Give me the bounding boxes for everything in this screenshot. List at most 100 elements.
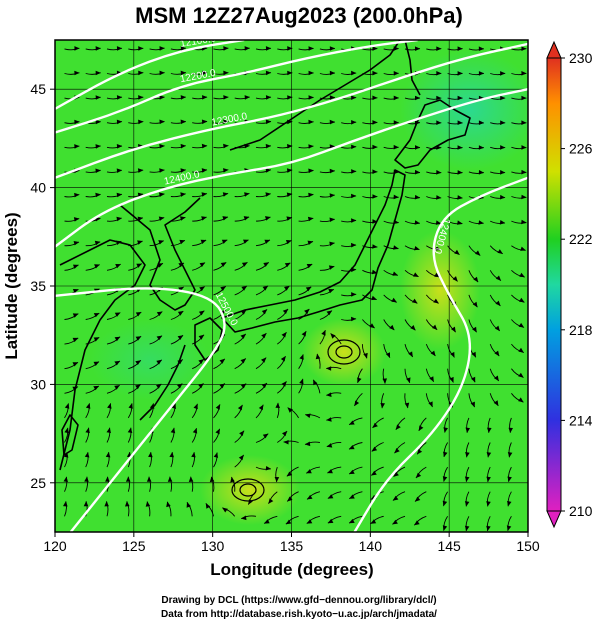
y-tick-label: 35 [30,278,46,294]
streamline-arrow [478,220,484,225]
streamline-arrow [136,263,142,268]
streamline-arrow [240,383,247,389]
streamline-arrow [393,471,399,477]
streamline-arrow [308,119,314,125]
streamline-arrow [414,246,420,251]
streamline-arrow [499,220,505,225]
streamline-arrow [449,376,454,383]
streamline-arrow [394,448,400,454]
streamline-arrow [72,362,78,367]
streamline-arrow [393,495,399,501]
streamline-arrow [371,446,378,452]
streamline-arrow [500,120,506,125]
streamline-arrow [261,357,267,363]
streamline-arrow [263,262,269,267]
streamline-arrow [451,326,456,333]
x-tick-label: 150 [516,538,540,554]
streamline-arrow [299,354,304,360]
streamline-arrow [244,95,250,100]
streamline-arrow [243,239,249,244]
streamline-arrow [167,476,173,482]
streamline-arrow [372,120,378,125]
streamline-arrow [305,286,312,292]
streamline-arrow [471,376,476,383]
x-tick-label: 135 [280,538,304,554]
streamline-arrow [166,501,171,508]
streamline-arrow [180,95,186,100]
y-tick-label: 45 [30,81,46,97]
streamline-arrow [428,401,433,407]
coastline-russia [229,40,401,151]
streamline-arrow [308,95,314,100]
streamline-arrow [494,350,500,356]
streamline-arrow [74,70,80,76]
coastlines [59,40,471,471]
streamline-arrow [393,194,399,200]
streamline-arrow [137,192,144,198]
streamline-arrow [180,192,186,197]
streamline-arrow [507,452,513,458]
streamline-arrow [178,286,184,292]
streamline-arrow [265,46,271,51]
streamline-arrow [237,404,243,411]
streamline-arrow [265,95,271,100]
streamline-arrow [372,169,378,174]
streamline-arrow [313,379,318,386]
streamline-arrow [222,192,229,197]
streamline-arrow [265,192,271,197]
streamline-arrow [135,384,141,390]
streamline-arrow [73,264,79,269]
streamline-arrow [457,195,463,200]
colorbar-max-arrow [546,40,562,59]
streamline-arrow [351,316,357,322]
streamline-arrow [327,518,334,524]
streamline-arrow [192,428,198,434]
streamline-arrow [287,144,293,149]
streamline-arrow [221,239,228,244]
x-tick-label: 140 [359,538,383,554]
streamline-arrow [286,168,293,173]
streamline-arrow [262,433,269,439]
streamline-arrow [372,244,378,249]
streamline-arrow [268,498,274,504]
streamline-arrow [284,262,291,268]
streamline-arrow [436,95,442,101]
streamline-arrow [223,95,229,100]
streamline-arrow [220,286,226,291]
streamline-arrow [63,501,68,507]
x-tick-label: 125 [122,538,146,554]
streamline-arrow [518,372,524,378]
streamline-arrow [159,70,165,76]
streamline-arrow [64,427,69,434]
streamline-arrow [327,494,334,499]
colorbar-tick-label: 214 [569,412,593,428]
streamline-arrow [159,95,165,100]
streamline-arrow [306,264,313,269]
streamline-arrow [84,452,90,458]
y-tick-label: 25 [30,475,46,491]
streamline-arrow [180,143,186,149]
streamline-arrow [95,70,101,76]
streamline-arrow [393,144,399,150]
credit-data: Data from http://database.rish.kyoto−u.a… [161,609,437,620]
streamline-arrow [472,301,478,308]
streamline-arrow [326,366,332,371]
streamline-arrow [180,119,186,125]
streamline-arrow [116,144,122,149]
streamline-arrow [83,501,89,507]
streamline-arrow [519,272,525,278]
streamline-arrow [457,95,463,101]
colorbar-ticks: 210 214 218 222 226 230 [561,50,593,519]
streamline-arrow [329,193,335,198]
streamline-arrow [306,469,312,474]
streamline-arrow [329,95,335,100]
streamline-arrow [521,46,527,51]
streamline-arrow [415,496,421,502]
streamline-arrow [177,383,183,389]
streamline-arrow [315,353,321,360]
streamline-arrow [507,500,512,507]
streamline-arrow [105,476,110,482]
streamline-arrow [171,403,176,409]
streamline-arrow [500,194,506,200]
streamline-arrow [430,350,436,356]
